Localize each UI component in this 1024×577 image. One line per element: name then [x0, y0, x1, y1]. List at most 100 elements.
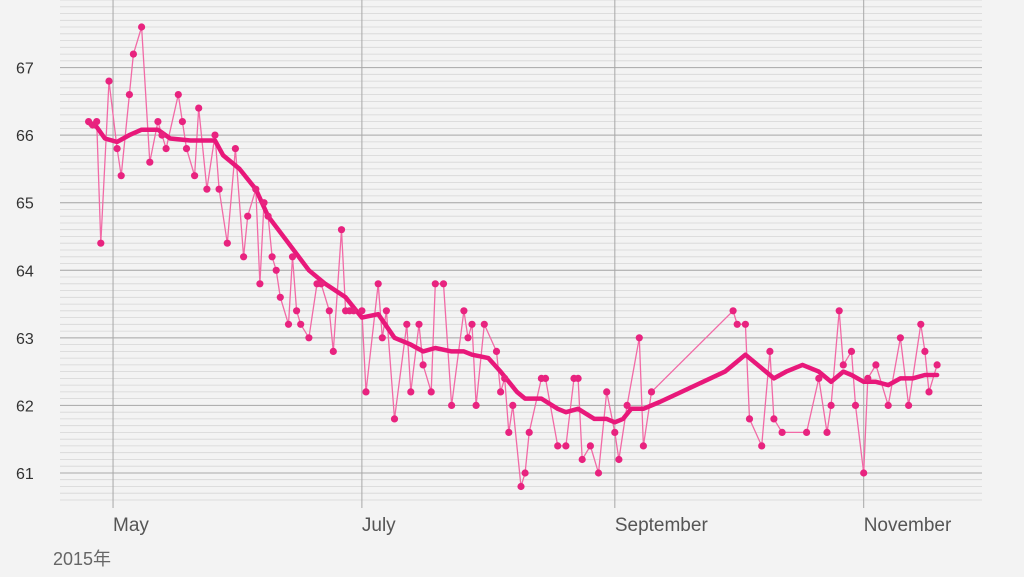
minor-gridlines: [60, 0, 982, 501]
data-point: [154, 118, 162, 126]
data-point: [480, 320, 488, 328]
data-point: [766, 347, 774, 355]
data-point: [382, 307, 390, 315]
data-point: [203, 185, 211, 193]
data-point: [231, 145, 239, 153]
month-gridlines: [112, 0, 865, 508]
y-tick-label: 61: [16, 466, 34, 483]
data-point: [521, 469, 529, 477]
data-point: [174, 91, 182, 99]
data-point: [448, 401, 456, 409]
year-label: 2015年: [53, 549, 111, 569]
y-tick-label: 66: [16, 128, 34, 145]
data-point: [240, 253, 248, 261]
data-point: [97, 239, 105, 247]
data-point: [419, 361, 427, 369]
data-point: [803, 428, 811, 436]
data-point: [407, 388, 415, 396]
data-point: [158, 131, 166, 139]
data-point: [492, 347, 501, 355]
data-point: [284, 320, 293, 328]
data-point: [378, 334, 386, 342]
y-tick-label: 65: [16, 196, 34, 213]
data-point: [215, 185, 223, 193]
y-tick-label: 64: [16, 263, 34, 280]
data-point: [129, 50, 137, 58]
data-point: [501, 374, 509, 382]
data-point: [497, 388, 505, 396]
data-point: [733, 320, 741, 328]
data-point: [105, 77, 113, 85]
data-point: [594, 469, 603, 477]
y-tick-label: 63: [16, 331, 34, 348]
data-point: [505, 428, 513, 436]
data-point: [358, 307, 366, 315]
data-point: [896, 334, 905, 342]
data-point: [884, 401, 892, 409]
data-point: [468, 320, 476, 328]
data-point: [403, 320, 411, 328]
data-point: [729, 307, 737, 315]
data-point: [611, 428, 619, 436]
data-point: [758, 442, 766, 450]
data-point: [93, 118, 101, 126]
data-point: [905, 401, 913, 409]
data-point: [586, 442, 595, 450]
data-point: [517, 482, 525, 491]
data-point: [191, 172, 199, 180]
data-point: [244, 212, 252, 220]
data-point: [146, 158, 154, 166]
data-point: [647, 388, 656, 396]
data-point: [860, 469, 868, 477]
data-point: [925, 388, 933, 396]
data-point: [847, 347, 856, 355]
data-point: [835, 307, 843, 315]
data-point: [268, 253, 276, 261]
x-tick-label: May: [113, 515, 149, 536]
data-point: [288, 253, 297, 261]
data-point: [223, 239, 231, 247]
data-point: [921, 347, 929, 355]
data-point: [276, 293, 284, 301]
data-point: [182, 145, 191, 153]
x-axis-tick-labels: May July September November: [113, 515, 952, 536]
data-point: [464, 334, 472, 342]
data-point: [117, 172, 125, 180]
data-point: [329, 347, 337, 355]
data-point: [872, 361, 880, 369]
data-point: [839, 361, 847, 369]
data-point: [350, 307, 358, 315]
data-point: [325, 307, 333, 315]
data-point: [525, 428, 533, 436]
data-point: [305, 334, 313, 342]
x-tick-label: September: [615, 515, 709, 536]
data-point: [260, 199, 268, 207]
data-point: [778, 428, 786, 436]
y-tick-label: 62: [16, 398, 34, 415]
data-point: [252, 185, 260, 193]
data-point: [933, 361, 941, 369]
data-point: [195, 104, 203, 112]
y-tick-label: 67: [16, 61, 34, 78]
data-point: [337, 226, 346, 234]
data-point: [293, 307, 301, 315]
data-point: [815, 374, 823, 382]
data-point: [509, 401, 517, 409]
data-point: [211, 131, 219, 139]
y-axis-tick-labels: 61 62 63 64 65 66 67: [16, 61, 34, 483]
data-point: [635, 334, 643, 342]
data-point: [439, 280, 448, 288]
data-point: [639, 442, 648, 450]
data-point: [864, 374, 872, 382]
data-point: [851, 401, 860, 409]
x-tick-label: November: [864, 515, 952, 536]
moving-average-line: [86, 120, 940, 425]
data-point: [615, 455, 623, 464]
data-point: [554, 442, 562, 450]
data-point: [178, 118, 186, 126]
data-point: [823, 428, 831, 436]
daily-series-points: [85, 23, 941, 491]
data-point: [745, 415, 754, 423]
data-point: [317, 280, 325, 288]
